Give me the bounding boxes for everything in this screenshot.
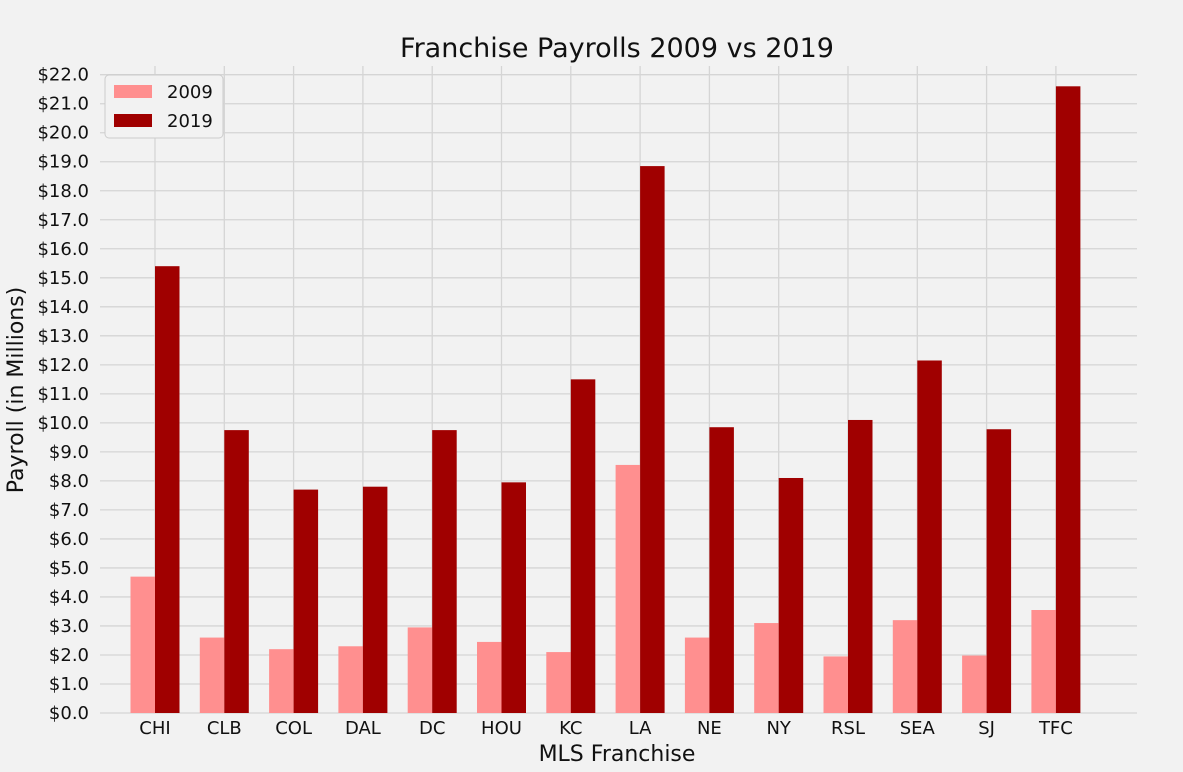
x-tick-label-rsl: RSL — [831, 718, 865, 739]
bar-2019-la — [640, 166, 665, 713]
bar-2019-clb — [224, 430, 249, 713]
bar-2019-chi — [155, 266, 180, 713]
x-tick-label-tfc: TFC — [1038, 718, 1073, 739]
y-axis-label: Payroll (in Millions) — [4, 287, 29, 494]
y-tick-label: $2.0 — [49, 645, 89, 666]
x-tick-label-sea: SEA — [900, 718, 936, 739]
bar-2009-kc — [546, 652, 571, 713]
y-tick-label: $22.0 — [37, 65, 89, 86]
bar-2009-clb — [199, 637, 225, 713]
x-tick-label-dc: DC — [419, 718, 445, 739]
bar-2009-hou — [477, 641, 502, 713]
bar-2019-rsl — [848, 419, 873, 713]
y-tick-label: $16.0 — [37, 239, 89, 260]
x-tick-label-ne: NE — [697, 718, 722, 739]
bar-2009-chi — [130, 576, 155, 713]
x-axis-label: MLS Franchise — [539, 742, 696, 767]
y-tick-label: $15.0 — [37, 268, 89, 289]
legend: 2009 2019 — [104, 74, 224, 139]
x-tick-label-ny: NY — [766, 718, 791, 739]
y-tick-label: $5.0 — [49, 558, 89, 579]
y-tick-label: $21.0 — [37, 94, 89, 115]
bar-2019-ny — [778, 477, 804, 713]
bar-2009-dal — [338, 646, 363, 713]
bar-2009-dc — [407, 627, 433, 713]
legend-label-2019: 2019 — [167, 111, 213, 132]
chart-title: Franchise Payrolls 2009 vs 2019 — [400, 33, 834, 64]
bar-2019-kc — [570, 379, 596, 713]
y-axis-ticks: $0.0 $1.0 $2.0 $3.0 $4.0 $5.0 $6.0 $7.0 $8.0 $9.0… — [37, 65, 89, 724]
y-tick-label: $6.0 — [49, 529, 89, 550]
y-tick-label: $12.0 — [37, 355, 89, 376]
bar-2019-sea — [917, 360, 942, 713]
x-tick-label-dal: DAL — [345, 718, 381, 739]
y-tick-label: $11.0 — [37, 384, 89, 405]
bar-2009-ny — [754, 623, 779, 713]
y-tick-label: $20.0 — [37, 123, 89, 144]
y-tick-label: $10.0 — [37, 413, 89, 434]
bar-2019-dal — [362, 486, 388, 713]
bar-2019-hou — [501, 482, 526, 713]
bar-2019-col — [293, 489, 319, 713]
y-tick-label: $14.0 — [37, 297, 89, 318]
bar-2019-ne — [709, 427, 734, 713]
y-tick-label: $17.0 — [37, 210, 89, 231]
bar-2009-ne — [684, 637, 710, 713]
y-tick-label: $18.0 — [37, 181, 89, 202]
y-tick-label: $7.0 — [49, 500, 89, 521]
y-tick-label: $13.0 — [37, 326, 89, 347]
y-tick-label: $4.0 — [49, 587, 89, 608]
bar-2009-la — [615, 464, 641, 713]
y-tick-label: $3.0 — [49, 616, 89, 637]
y-tick-label: $8.0 — [49, 471, 89, 492]
bar-2019-dc — [432, 430, 457, 713]
y-tick-label: $0.0 — [49, 703, 89, 724]
legend-label-2009: 2009 — [167, 82, 213, 103]
bar-2009-sj — [962, 655, 987, 713]
y-tick-label: $9.0 — [49, 442, 89, 463]
x-axis-ticks: CHI CLB COL DAL DC HOU KC LA NE NY RSL SEA SJ TFC — [139, 718, 1073, 739]
y-tick-label: $1.0 — [49, 674, 89, 695]
legend-swatch-2009 — [114, 85, 152, 98]
x-tick-label-la: LA — [629, 718, 652, 739]
x-tick-label-hou: HOU — [481, 718, 522, 739]
x-tick-label-chi: CHI — [139, 718, 170, 739]
x-tick-label-col: COL — [275, 718, 312, 739]
y-tick-label: $19.0 — [37, 152, 89, 173]
bar-2019-tfc — [1055, 86, 1081, 713]
x-tick-label-sj: SJ — [978, 718, 995, 739]
grid — [100, 66, 1137, 714]
bar-2009-rsl — [823, 656, 848, 713]
bar-2009-sea — [892, 620, 918, 713]
x-tick-label-kc: KC — [559, 718, 582, 739]
legend-swatch-2019 — [114, 114, 152, 127]
bar-2019-sj — [986, 429, 1012, 713]
bar-2009-col — [269, 649, 294, 713]
x-tick-label-clb: CLB — [207, 718, 242, 739]
bars — [130, 86, 1081, 713]
bar-2009-tfc — [1031, 610, 1056, 713]
